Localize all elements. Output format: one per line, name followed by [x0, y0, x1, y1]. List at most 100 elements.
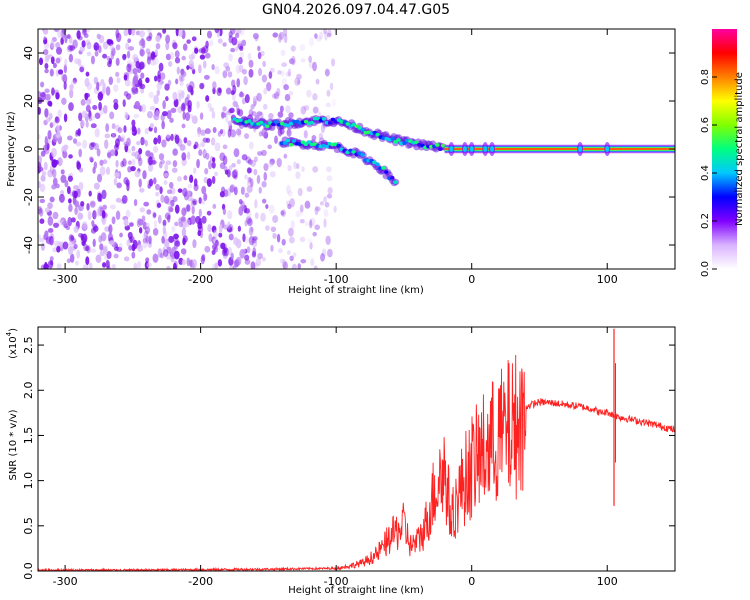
heatmap-noise-blob [62, 150, 68, 159]
heatmap-noise-blob [68, 53, 74, 63]
heatmap-noise-blob [324, 31, 328, 41]
heatmap-noise-blob [101, 87, 106, 95]
heatmap-noise-blob [260, 212, 266, 222]
heatmap-noise-blob [88, 110, 92, 119]
heatmap-noise-blob [114, 149, 119, 157]
heatmap-noise-blob [132, 53, 138, 62]
heatmap-noise-blob [85, 99, 92, 106]
heatmap-noise-blob [138, 178, 142, 188]
heatmap-noise-blob [85, 39, 91, 46]
heatmap-noise-blob [131, 251, 136, 259]
heatmap-noise-blob [209, 107, 215, 112]
heatmap-noise-blob [173, 233, 179, 240]
heatmap-noise-blob [303, 130, 308, 139]
heatmap-noise-blob [60, 174, 67, 184]
heatmap-noise-blob [323, 196, 327, 203]
snr-x-tick-label: 100 [597, 575, 618, 588]
heatmap-noise-blob [43, 161, 48, 171]
heatmap-noise-blob [102, 41, 109, 50]
heatmap-noise-blob [180, 216, 186, 222]
heatmap-noise-blob [165, 53, 172, 61]
heatmap-noise-blob [67, 135, 73, 141]
heatmap-noise-blob [111, 263, 117, 269]
colorbar-label: Normalized spectral amplitude [734, 72, 745, 226]
heatmap-noise-blob [166, 110, 172, 120]
heatmap-noise-blob [205, 137, 211, 143]
heatmap-noise-blob [156, 82, 162, 90]
heatmap-noise-blob [287, 203, 292, 210]
heatmap-noise-blob [244, 93, 250, 104]
heatmap-noise-blob [238, 92, 245, 98]
heatmap-noise-blob [212, 127, 217, 133]
heatmap-noise-blob [257, 151, 263, 156]
heatmap-track-core [288, 143, 294, 147]
heatmap-noise-blob [235, 32, 240, 39]
heatmap-noise-blob [82, 29, 87, 34]
heatmap-noise-blob [131, 243, 136, 252]
heatmap-noise-blob [241, 154, 248, 161]
heatmap-noise-blob [138, 227, 143, 234]
heatmap-noise-blob [248, 68, 254, 78]
heatmap-noise-blob [282, 261, 289, 269]
heatmap-noise-blob [79, 66, 85, 73]
heatmap-noise-blob [186, 140, 192, 147]
heatmap-noise-blob [250, 103, 255, 110]
heatmap-noise-blob [250, 159, 256, 167]
heatmap-noise-blob [249, 141, 254, 150]
heatmap-noise-blob [261, 149, 267, 157]
heatmap-noise-blob [170, 133, 174, 142]
heatmap-noise-blob [252, 32, 259, 40]
heatmap-noise-blob [289, 236, 295, 244]
heatmap-noise-blob [137, 66, 142, 74]
heatmap-noise-blob [93, 210, 97, 219]
heatmap-noise-blob [257, 45, 261, 52]
heatmap-noise-blob [245, 236, 249, 244]
heatmap-x-ticks: -300 -200 -100 0 100 [53, 29, 618, 286]
heatmap-noise-blob [188, 59, 195, 68]
heatmap-noise-blob [81, 110, 88, 118]
heatmap-noise-blob [301, 166, 305, 173]
heatmap-noise-blob [67, 175, 73, 182]
heatmap-noise-blob [169, 51, 175, 60]
snr-content [38, 328, 675, 571]
heatmap-noise-blob [323, 218, 327, 228]
heatmap-noise-blob [73, 190, 78, 199]
heatmap-noise-blob [47, 260, 54, 269]
heatmap-noise-blob [327, 248, 333, 258]
heatmap-noise-blob [192, 259, 197, 269]
heatmap-noise-blob [198, 208, 202, 217]
heatmap-noise-blob [241, 39, 247, 47]
heatmap-noise-blob [65, 225, 71, 231]
heatmap-noise-blob [256, 111, 263, 116]
heatmap-track-core [402, 141, 407, 145]
heatmap-noise-blob [57, 69, 64, 75]
heatmap-noise-blob [266, 82, 272, 92]
heatmap-noise-blob [221, 186, 226, 194]
heatmap-noise-blob [50, 56, 55, 65]
heatmap-noise-blob [234, 46, 239, 52]
heatmap-noise-blob [93, 182, 100, 190]
heatmap-noise-blob [186, 151, 191, 160]
heatmap-noise-blob [101, 210, 106, 219]
heatmap-noise-blob [130, 165, 136, 172]
figure-title: GN04.2026.097.04.47.G05 [262, 2, 450, 18]
heatmap-noise-blob [52, 62, 57, 69]
heatmap-noise-blob [95, 254, 102, 263]
heatmap-noise-blob [159, 72, 166, 81]
heatmap-noise-blob [315, 78, 320, 85]
heatmap-noise-blob [127, 231, 133, 239]
heatmap-noise-blob [116, 246, 123, 252]
heatmap-noise-blob [227, 224, 234, 233]
heatmap-noise-blob [246, 180, 253, 187]
heatmap-noise-blob [160, 113, 165, 122]
heatmap-noise-blob [244, 133, 250, 139]
heatmap-noise-blob [165, 34, 171, 44]
heatmap-noise-blob [137, 244, 144, 252]
heatmap-noise-blob [139, 207, 146, 213]
heatmap-noise-blob [210, 137, 216, 146]
heatmap-noise-blob [235, 104, 240, 112]
heatmap-noise-blob [174, 204, 180, 214]
heatmap-noise-blob [94, 50, 99, 57]
heatmap-noise-blob [146, 262, 152, 268]
heatmap-noise-blob [314, 206, 319, 216]
